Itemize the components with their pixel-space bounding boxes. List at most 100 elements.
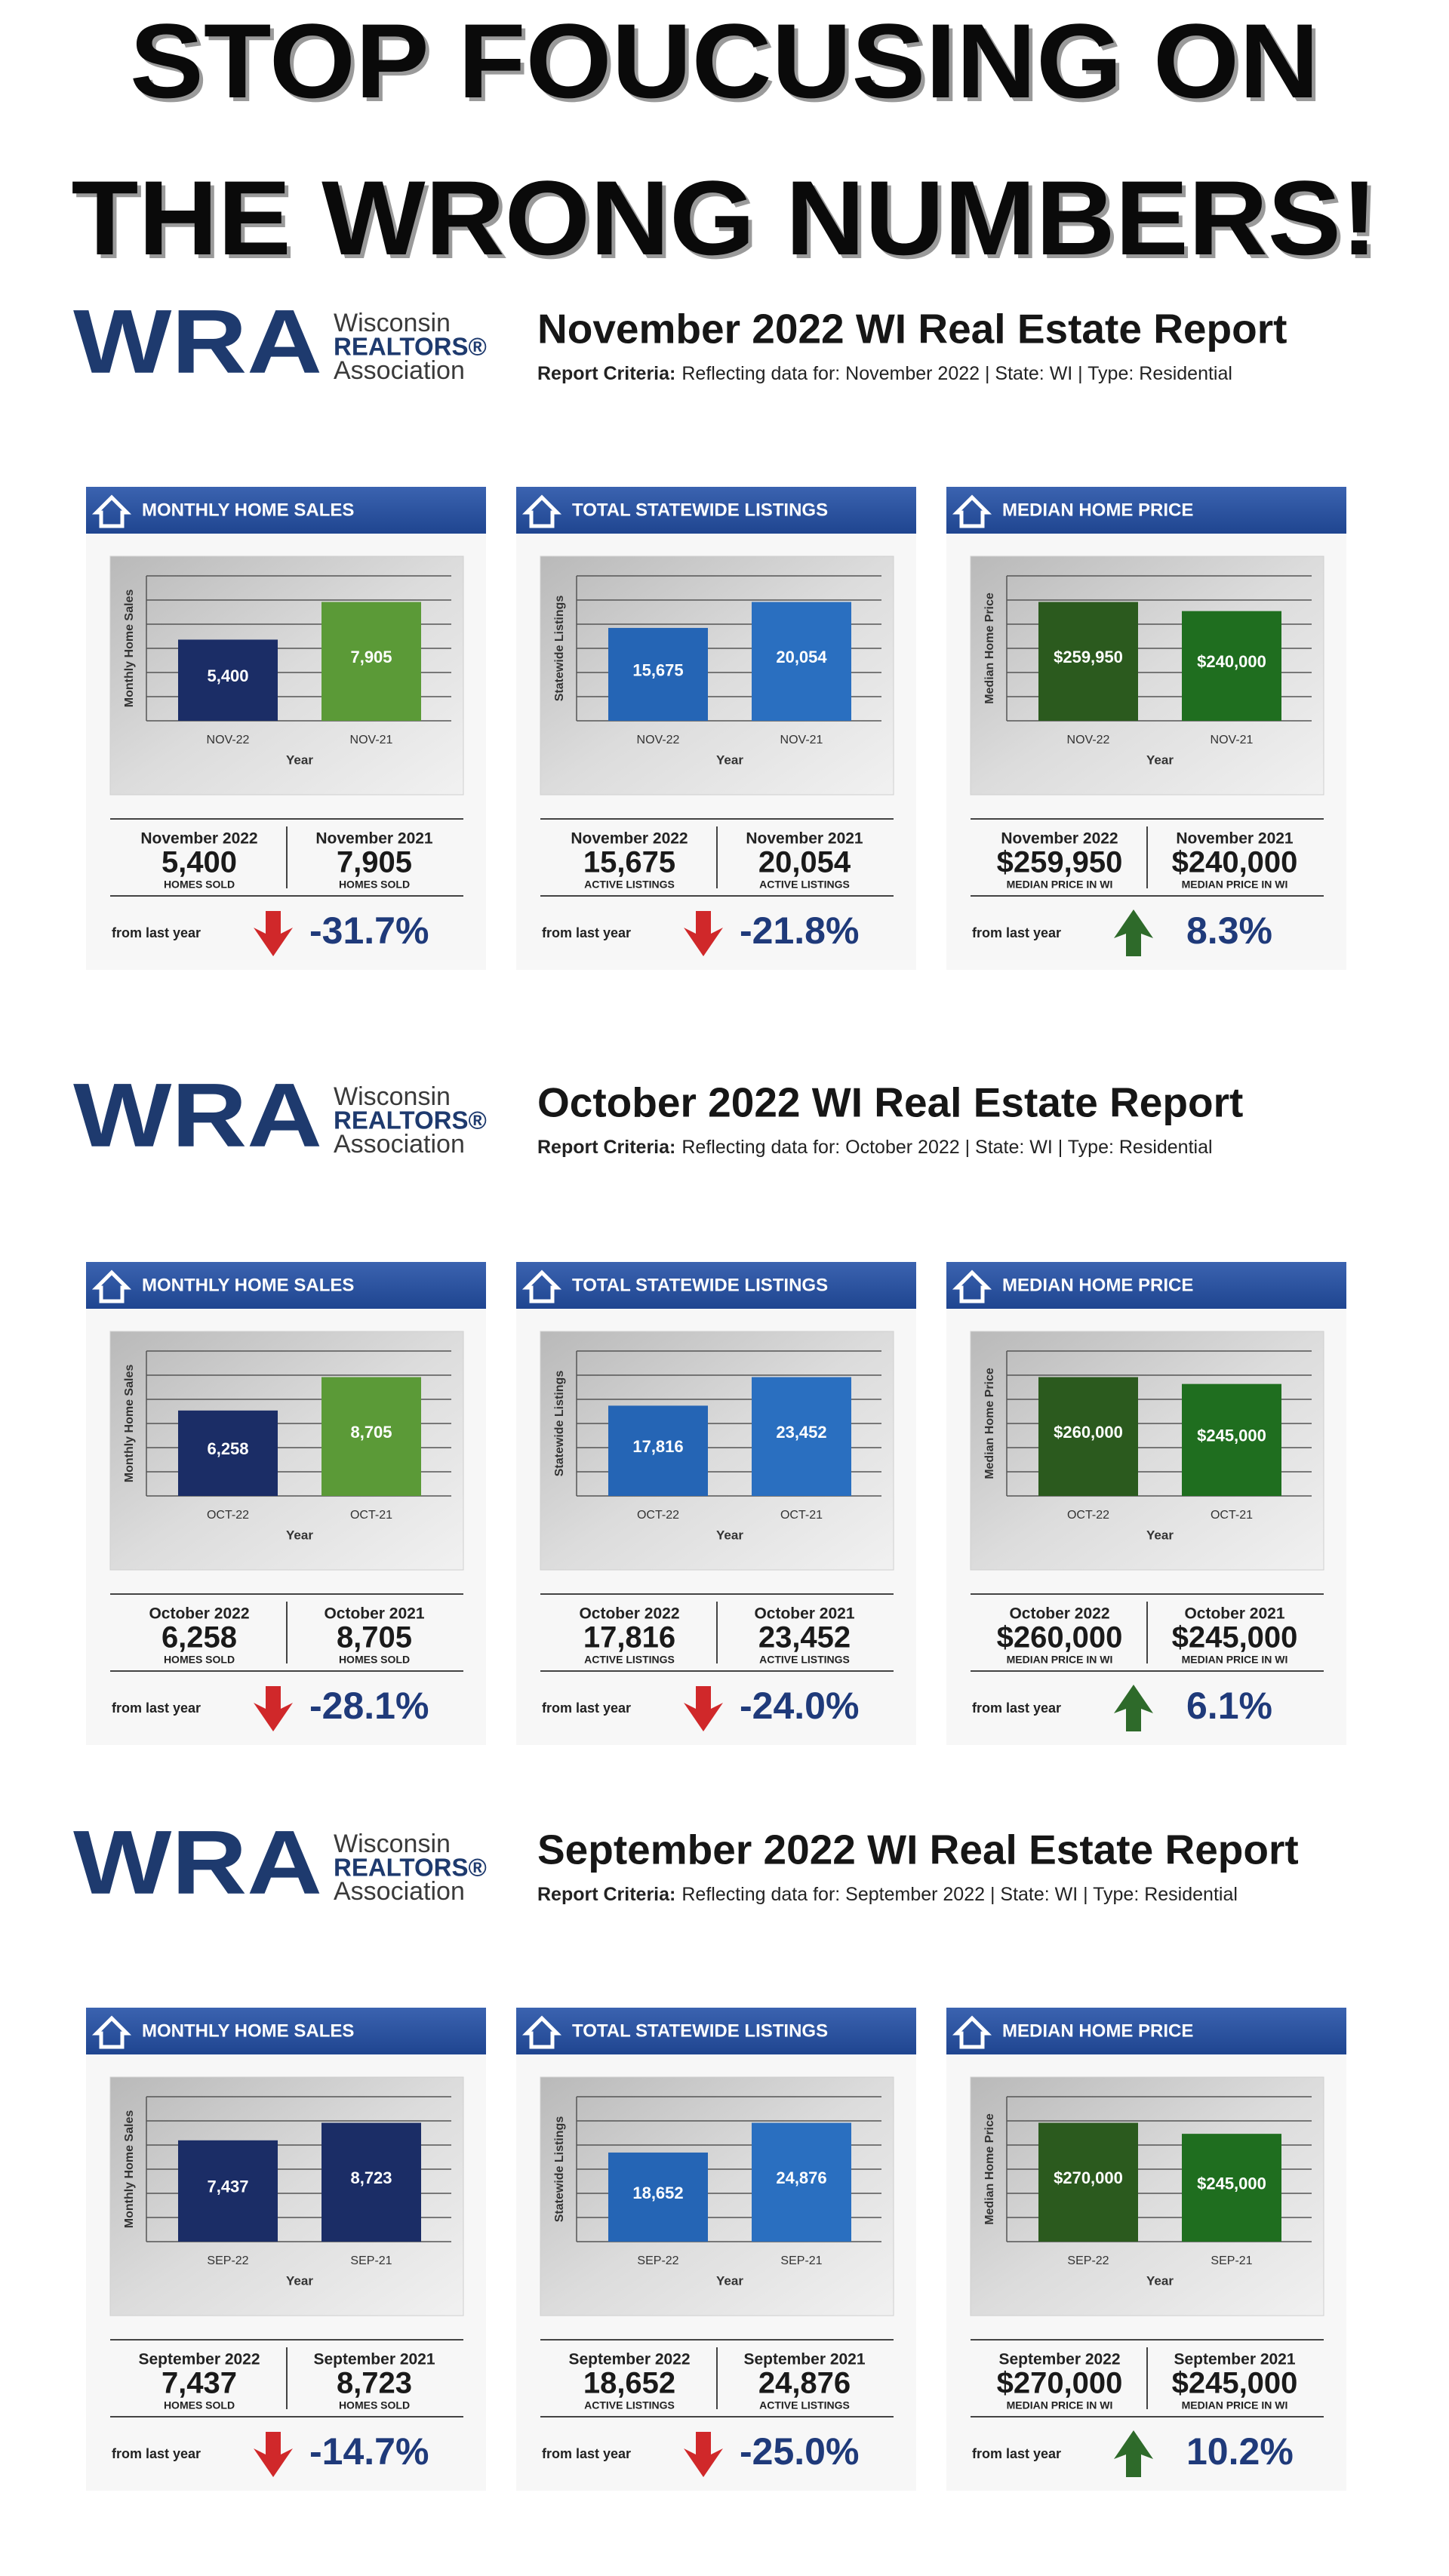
category-label: SEP-21 [1211,2254,1252,2267]
x-axis-label: Year [716,1528,743,1542]
panel-header [516,1262,916,1309]
x-axis-label: Year [286,2273,313,2288]
panel-icon [952,494,992,528]
criteria-text: Reflecting data for: November 2022 | Sta… [681,363,1232,384]
logo-text: REALTORS® [334,1106,487,1134]
report-criteria: Report Criteria: Reflecting data for: Nov… [537,363,1232,384]
change-caption: from last year [542,925,631,940]
summary-unit: ACTIVE LISTINGS [584,1654,675,1666]
summary-period: September 2022 [138,2351,260,2368]
summary-period: November 2022 [1001,830,1118,848]
report-title: September 2022 WI Real Estate Report [537,1827,1299,1873]
bar [178,1410,278,1496]
change-caption: from last year [542,1700,631,1716]
summary-period: November 2022 [571,830,688,848]
y-axis-label: Monthly Home Sales [123,2110,136,2229]
summary-value: $259,950 [997,846,1123,879]
bar [178,639,278,721]
report-criteria: Report Criteria: Reflecting data for: Sep… [537,1884,1238,1905]
summary-period: September 2021 [1174,2351,1295,2368]
arrow-up [1114,1685,1153,1731]
summary-unit: MEDIAN PRICE IN WI [1182,1654,1288,1666]
panel-label: MONTHLY HOME SALES [142,2020,354,2041]
change-value: 8.3% [1186,909,1272,952]
y-axis-label: Monthly Home Sales [123,589,136,708]
bar [752,1377,851,1496]
category-label: NOV-22 [207,734,250,746]
summary-value: 23,452 [758,1621,851,1654]
category-label: OCT-22 [1067,1509,1109,1522]
criteria-text: Reflecting data for: September 2022 | St… [681,1884,1238,1905]
panel: TOTAL STATEWIDE LISTINGS 15,675 NOV-22 20,0… [516,487,916,970]
summary-period: November 2021 [746,830,863,848]
summary-period: September 2022 [998,2351,1120,2368]
x-axis-label: Year [716,752,743,767]
change-caption: from last year [112,1700,201,1716]
panel: MEDIAN HOME PRICE$270,000SEP-22$245,000S… [946,2008,1346,2491]
summary-unit: HOMES SOLD [339,879,410,891]
panel: MEDIAN HOME PRICE$259,950NOV-22$240,000N… [946,487,1346,970]
change-caption: from last year [112,925,201,940]
summary-value: 24,876 [758,2367,851,2400]
panel-icon [91,1270,132,1303]
panel-label: MEDIAN HOME PRICE [1002,1275,1193,1295]
bar-label: 8,723 [350,2168,392,2187]
summary-unit: HOMES SOLD [164,1654,235,1666]
y-axis-label: Median Home Price [983,2113,996,2225]
bar [321,2122,421,2242]
bar-label: 17,816 [632,1437,683,1456]
category-label: SEP-21 [350,2254,392,2267]
category-label: OCT-21 [780,1509,823,1522]
summary-period: September 2021 [313,2351,435,2368]
panel: MEDIAN HOME PRICE$260,000OCT-22$245,000O… [946,1262,1346,1745]
panel-label: MEDIAN HOME PRICE [1002,2020,1193,2041]
logo-text: Association [334,1130,465,1159]
x-axis-label: Year [1146,1528,1174,1542]
summary-period: October 2021 [754,1605,854,1623]
x-axis-label: Year [286,752,313,767]
y-axis-label: Monthly Home Sales [123,1365,136,1483]
bar [1182,2134,1281,2242]
summary-period: November 2021 [315,830,433,848]
panel-icon [521,494,562,528]
summary-value: 7,905 [337,846,412,879]
criteria-label: Report Criteria: [537,1137,675,1158]
x-axis-label: Year [716,2273,743,2288]
category-label: SEP-22 [637,2254,678,2267]
arrow-down [254,2432,293,2477]
category-label: NOV-22 [1067,734,1110,746]
panel-label: TOTAL STATEWIDE LISTINGS [572,2020,828,2041]
panel-header [946,2008,1346,2054]
headline: STOP FOUCUSING ON [130,2,1319,120]
summary-period: October 2022 [579,1605,679,1623]
panel-icon [952,1270,992,1303]
summary-value: 20,054 [758,846,851,879]
summary-unit: HOMES SOLD [164,2399,235,2411]
panel-header [946,487,1346,534]
bar [608,2152,708,2242]
logo-text: Wisconsin [334,1830,451,1858]
panel-icon [91,494,132,528]
change-value: -31.7% [309,909,429,952]
headline: THE WRONG NUMBERS! [72,158,1378,277]
logo-text: Wisconsin [334,309,451,337]
category-label: OCT-22 [207,1509,249,1522]
summary-value: 5,400 [162,846,237,879]
bar [752,602,851,721]
x-axis-label: Year [286,1528,313,1542]
arrow-down [684,911,723,956]
bar-label: $245,000 [1197,1426,1266,1445]
bar-label: 8,705 [350,1423,392,1442]
arrow-down [254,911,293,956]
y-axis-label: Statewide Listings [553,2116,566,2223]
summary-unit: MEDIAN PRICE IN WI [1182,2399,1288,2411]
summary-value: 8,723 [337,2367,412,2400]
category-label: NOV-21 [780,734,823,746]
category-label: NOV-21 [350,734,393,746]
bar [1182,1383,1281,1496]
bar-label: 7,437 [207,2177,248,2196]
category-label: NOV-22 [637,734,680,746]
bar [1182,611,1281,721]
summary-unit: ACTIVE LISTINGS [584,2399,675,2411]
